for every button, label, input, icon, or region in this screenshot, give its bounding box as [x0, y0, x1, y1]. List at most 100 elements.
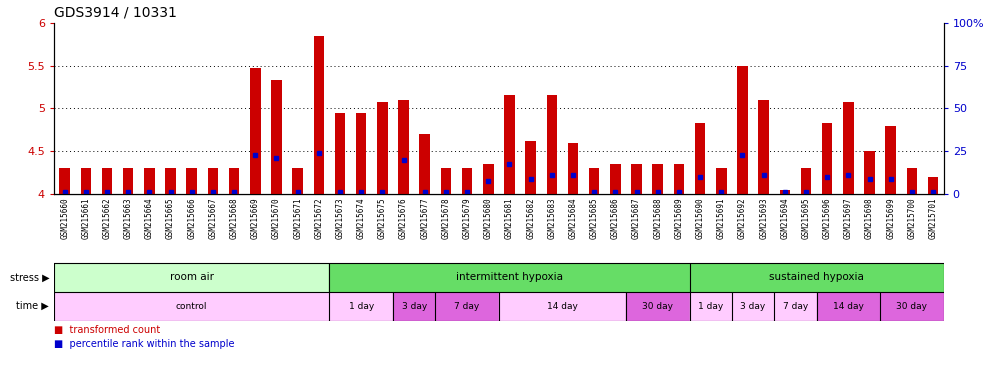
- Bar: [187, 168, 197, 194]
- Bar: [165, 168, 176, 194]
- Text: GSM215695: GSM215695: [801, 197, 811, 239]
- Text: GSM215665: GSM215665: [166, 197, 175, 239]
- Text: GSM215700: GSM215700: [907, 197, 916, 239]
- Bar: [498, 292, 626, 321]
- Bar: [483, 164, 493, 194]
- Text: GSM215662: GSM215662: [102, 197, 111, 239]
- Bar: [780, 190, 790, 194]
- Text: GSM215688: GSM215688: [654, 197, 663, 239]
- Bar: [356, 113, 367, 194]
- Bar: [928, 177, 939, 194]
- Text: GSM215667: GSM215667: [208, 197, 217, 239]
- Bar: [335, 113, 345, 194]
- Bar: [377, 102, 387, 194]
- Bar: [801, 168, 811, 194]
- Bar: [101, 168, 112, 194]
- Bar: [292, 168, 303, 194]
- Text: GSM215661: GSM215661: [82, 197, 90, 239]
- Bar: [886, 126, 896, 194]
- Bar: [880, 292, 944, 321]
- Text: 1 day: 1 day: [349, 302, 374, 311]
- Bar: [906, 168, 917, 194]
- Text: GSM215696: GSM215696: [823, 197, 832, 239]
- Bar: [123, 168, 134, 194]
- Text: GSM215664: GSM215664: [145, 197, 154, 239]
- Text: GSM215687: GSM215687: [632, 197, 641, 239]
- Text: GSM215697: GSM215697: [843, 197, 853, 239]
- Text: GSM215684: GSM215684: [568, 197, 577, 239]
- Text: GSM215686: GSM215686: [610, 197, 620, 239]
- Bar: [673, 164, 684, 194]
- Bar: [631, 164, 642, 194]
- Text: GSM215670: GSM215670: [272, 197, 281, 239]
- Text: GSM215676: GSM215676: [399, 197, 408, 239]
- Text: GSM215683: GSM215683: [548, 197, 556, 239]
- Bar: [775, 292, 817, 321]
- Text: intermittent hypoxia: intermittent hypoxia: [456, 272, 563, 283]
- Bar: [329, 292, 393, 321]
- Text: room air: room air: [170, 272, 213, 283]
- Bar: [547, 95, 557, 194]
- Text: GDS3914 / 10331: GDS3914 / 10331: [54, 5, 177, 19]
- Bar: [145, 168, 154, 194]
- Text: GSM215660: GSM215660: [60, 197, 69, 239]
- Text: GSM215680: GSM215680: [484, 197, 492, 239]
- Bar: [504, 95, 515, 194]
- Bar: [229, 168, 240, 194]
- Text: 7 day: 7 day: [454, 302, 480, 311]
- Text: GSM215674: GSM215674: [357, 197, 366, 239]
- Bar: [59, 168, 70, 194]
- Bar: [207, 168, 218, 194]
- Text: GSM215672: GSM215672: [315, 197, 323, 239]
- Bar: [271, 80, 282, 194]
- Bar: [314, 36, 324, 194]
- Text: GSM215681: GSM215681: [505, 197, 514, 239]
- Text: control: control: [176, 302, 207, 311]
- Text: GSM215699: GSM215699: [887, 197, 896, 239]
- Bar: [653, 164, 663, 194]
- Bar: [250, 68, 260, 194]
- Text: 7 day: 7 day: [782, 302, 808, 311]
- Bar: [732, 292, 775, 321]
- Text: 3 day: 3 day: [401, 302, 427, 311]
- Bar: [420, 134, 430, 194]
- Bar: [822, 123, 833, 194]
- Text: 3 day: 3 day: [740, 302, 766, 311]
- Text: GSM215668: GSM215668: [230, 197, 239, 239]
- Text: GSM215698: GSM215698: [865, 197, 874, 239]
- Bar: [864, 151, 875, 194]
- Text: GSM215666: GSM215666: [187, 197, 197, 239]
- Text: 14 day: 14 day: [833, 302, 864, 311]
- Bar: [626, 292, 689, 321]
- Text: stress ▶: stress ▶: [10, 272, 49, 283]
- Bar: [695, 123, 706, 194]
- Text: GSM215682: GSM215682: [526, 197, 535, 239]
- Text: ■  percentile rank within the sample: ■ percentile rank within the sample: [54, 339, 235, 349]
- Text: sustained hypoxia: sustained hypoxia: [769, 272, 864, 283]
- Bar: [737, 66, 748, 194]
- Bar: [440, 168, 451, 194]
- Bar: [689, 292, 732, 321]
- Text: GSM215671: GSM215671: [293, 197, 302, 239]
- Text: GSM215693: GSM215693: [759, 197, 768, 239]
- Text: time ▶: time ▶: [17, 301, 49, 311]
- Bar: [758, 100, 769, 194]
- Text: GSM215689: GSM215689: [674, 197, 683, 239]
- Bar: [393, 292, 435, 321]
- Text: 1 day: 1 day: [698, 302, 723, 311]
- Text: GSM215690: GSM215690: [696, 197, 705, 239]
- Bar: [610, 164, 620, 194]
- Text: GSM215669: GSM215669: [251, 197, 260, 239]
- Text: 14 day: 14 day: [547, 302, 578, 311]
- Bar: [568, 143, 578, 194]
- Bar: [435, 292, 498, 321]
- Bar: [462, 168, 473, 194]
- Text: GSM215691: GSM215691: [717, 197, 725, 239]
- Bar: [54, 263, 329, 292]
- Bar: [716, 168, 726, 194]
- Bar: [81, 168, 91, 194]
- Bar: [398, 100, 409, 194]
- Text: GSM215685: GSM215685: [590, 197, 599, 239]
- Bar: [54, 292, 329, 321]
- Bar: [689, 263, 944, 292]
